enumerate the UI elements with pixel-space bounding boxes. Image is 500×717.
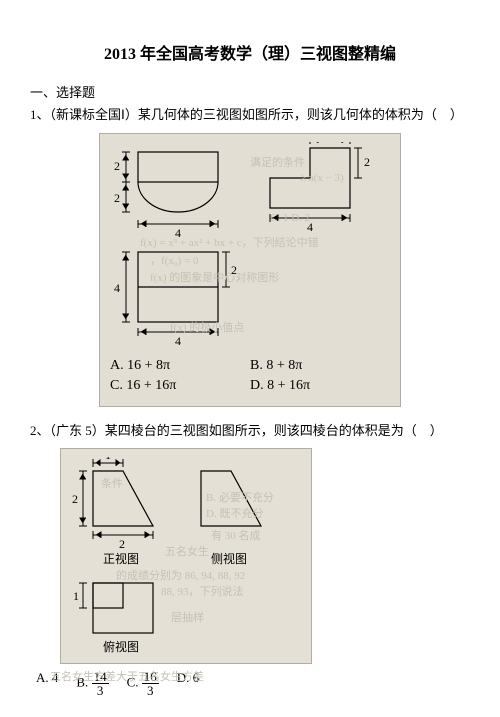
q1-svg: 2 2 4 <box>110 142 380 352</box>
choice-a: A. 16 + 8π <box>110 356 250 376</box>
choice-c: C. 163 <box>127 670 159 697</box>
q2-svg: 1 2 2 正视图 <box>71 457 291 657</box>
svg-text:4: 4 <box>175 334 181 348</box>
figure-q2: 条件 B. 必要不充分 D. 既不充分 有 30 名成 五名女生 的成绩分别为 … <box>60 448 312 664</box>
choice-c: C. 16 + 16π <box>110 376 250 396</box>
side-view-label: 侧视图 <box>211 551 247 566</box>
choice-a: A. 4 <box>36 670 58 697</box>
svg-text:4: 4 <box>307 220 313 234</box>
svg-text:4: 4 <box>114 281 120 295</box>
svg-text:2: 2 <box>72 492 78 506</box>
q1-choices: A. 16 + 8π B. 8 + 8π C. 16 + 16π D. 8 + … <box>110 356 390 396</box>
svg-text:2: 2 <box>114 159 120 173</box>
question-1-text: 1、（新课标全国Ⅰ）某几何体的三视图如图所示，则该几何体的体积为（ ） <box>30 105 470 125</box>
choice-d: D. 6 <box>177 670 199 697</box>
svg-text:2: 2 <box>231 263 237 277</box>
choice-b: B. 8 + 8π <box>250 356 390 376</box>
choice-b: B. 143 <box>76 670 108 697</box>
figure-q1: 满足的条件 ≥ a(x − 3) C. 1 D. 2 f(x) = x³ + a… <box>99 133 401 407</box>
question-2-text: 2、（广东 5）某四棱台的三视图如图所示，则该四棱台的体积是为（ ） <box>30 421 470 441</box>
svg-text:1: 1 <box>73 589 79 603</box>
svg-text:2: 2 <box>364 155 370 169</box>
front-view-label: 正视图 <box>103 551 139 566</box>
section-heading: 一、选择题 <box>30 82 470 101</box>
svg-text:1: 1 <box>105 457 111 462</box>
svg-text:2: 2 <box>119 537 125 551</box>
page-title: 2013 年全国高考数学（理）三视图整精编 <box>30 40 470 64</box>
choice-d: D. 8 + 16π <box>250 376 390 396</box>
svg-text:4: 4 <box>175 226 181 240</box>
top-view-label: 俯视图 <box>103 639 139 654</box>
q2-choices: A. 4 B. 143 C. 163 D. 6 五名女生方差大于五名女生方差 <box>30 670 470 697</box>
svg-text:2: 2 <box>114 191 120 205</box>
